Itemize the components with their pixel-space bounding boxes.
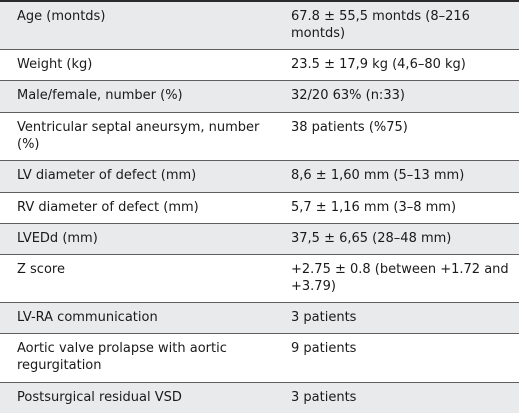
- table-row: LVEDd (mm) 37,5 ± 6,65 (28–48 mm): [0, 223, 519, 254]
- table-row: Ventricular septal aneursym, number (%) …: [0, 112, 519, 160]
- row-value: 3 patients: [291, 390, 357, 405]
- table-row: Age (montds) 67.8 ± 55,5 montds (8–216 m…: [0, 0, 519, 49]
- row-value: 38 patients (%75): [291, 120, 408, 135]
- row-label: Ventricular septal aneursym, number (%): [17, 120, 260, 152]
- row-label: Age (montds): [17, 9, 106, 24]
- row-value: 23.5 ± 17,9 kg (4,6–80 kg): [291, 57, 466, 72]
- table-row: Aortic valve prolapse with aortic regurg…: [0, 333, 519, 382]
- row-value: 9 patients: [291, 341, 357, 356]
- table-row: Z score +2.75 ± 0.8 (between +1.72 and +…: [0, 254, 519, 302]
- row-label: RV diameter of defect (mm): [17, 200, 199, 215]
- row-label: LV-RA communication: [17, 310, 158, 325]
- row-value: 37,5 ± 6,65 (28–48 mm): [291, 231, 452, 246]
- table-row: Male/female, number (%) 32/20 63% (n:33): [0, 80, 519, 112]
- row-value: 67.8 ± 55,5 montds (8–216 montds): [291, 9, 470, 41]
- table-row: Weight (kg) 23.5 ± 17,9 kg (4,6–80 kg): [0, 49, 519, 80]
- row-label: Z score: [17, 262, 65, 277]
- table-row: Postsurgical residual VSD 3 patients: [0, 382, 519, 413]
- row-label: Weight (kg): [17, 57, 93, 72]
- table-row: LV-RA communication 3 patients: [0, 302, 519, 333]
- row-value: +2.75 ± 0.8 (between +1.72 and +3.79): [291, 262, 509, 294]
- row-label: LVEDd (mm): [17, 231, 98, 246]
- row-value: 8,6 ± 1,60 mm (5–13 mm): [291, 168, 465, 183]
- row-label: Aortic valve prolapse with aortic regurg…: [17, 341, 227, 373]
- table-row: RV diameter of defect (mm) 5,7 ± 1,16 mm…: [0, 192, 519, 223]
- row-label: Postsurgical residual VSD: [17, 390, 182, 405]
- table-row: LV diameter of defect (mm) 8,6 ± 1,60 mm…: [0, 160, 519, 192]
- row-value: 5,7 ± 1,16 mm (3–8 mm): [291, 200, 457, 215]
- row-label: Male/female, number (%): [17, 88, 183, 103]
- row-value: 32/20 63% (n:33): [291, 88, 405, 103]
- row-label: LV diameter of defect (mm): [17, 168, 197, 183]
- row-value: 3 patients: [291, 310, 357, 325]
